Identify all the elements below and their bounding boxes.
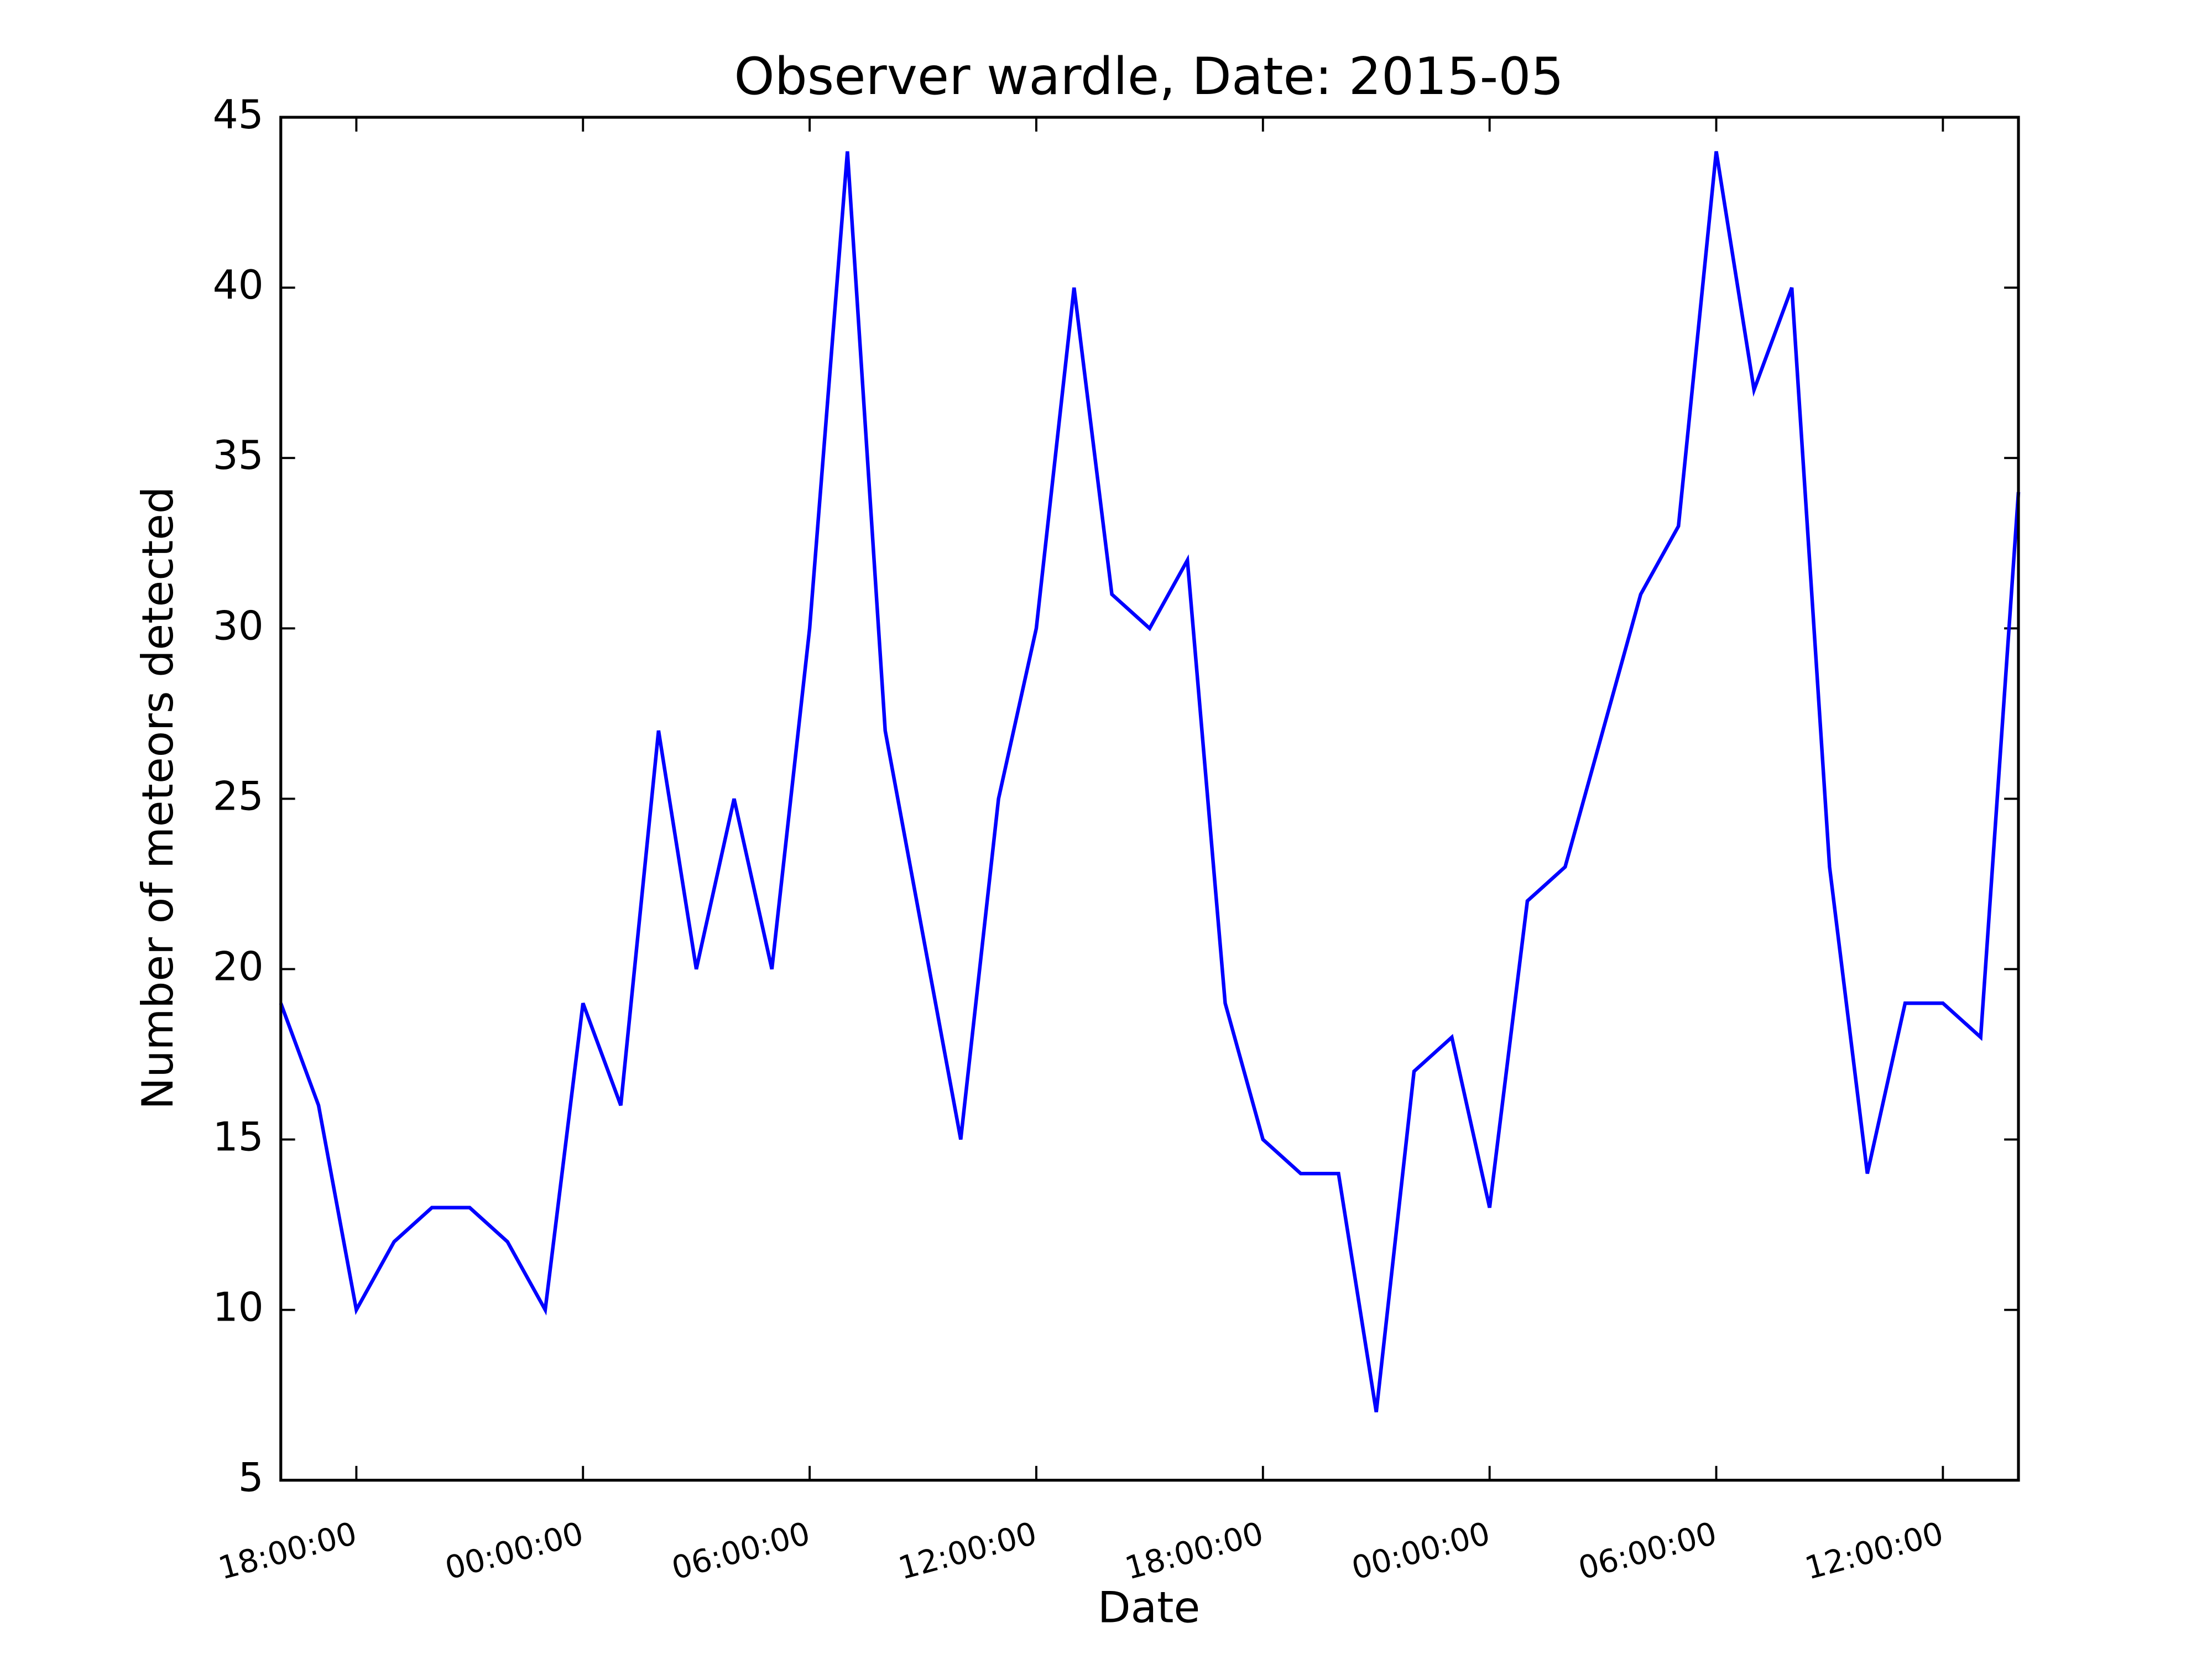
- y-axis-label: Number of meteors detected: [133, 487, 183, 1110]
- y-tick-label: 5: [238, 1455, 264, 1501]
- y-tick-label: 35: [213, 432, 264, 479]
- y-tick-label: 25: [213, 773, 264, 820]
- plot-frame: [279, 116, 2020, 1482]
- data-line: [279, 151, 2021, 1412]
- x-axis-label: Date: [1098, 1583, 1200, 1633]
- y-tick-label: 10: [213, 1285, 264, 1331]
- y-tick-label: 30: [213, 603, 264, 649]
- y-tick-label: 15: [213, 1114, 264, 1161]
- y-tick-label: 20: [213, 943, 264, 990]
- y-tick-label: 45: [213, 92, 264, 138]
- y-tick-label: 40: [213, 262, 264, 309]
- chart-title: Observer wardle, Date: 2015-05: [734, 46, 1563, 106]
